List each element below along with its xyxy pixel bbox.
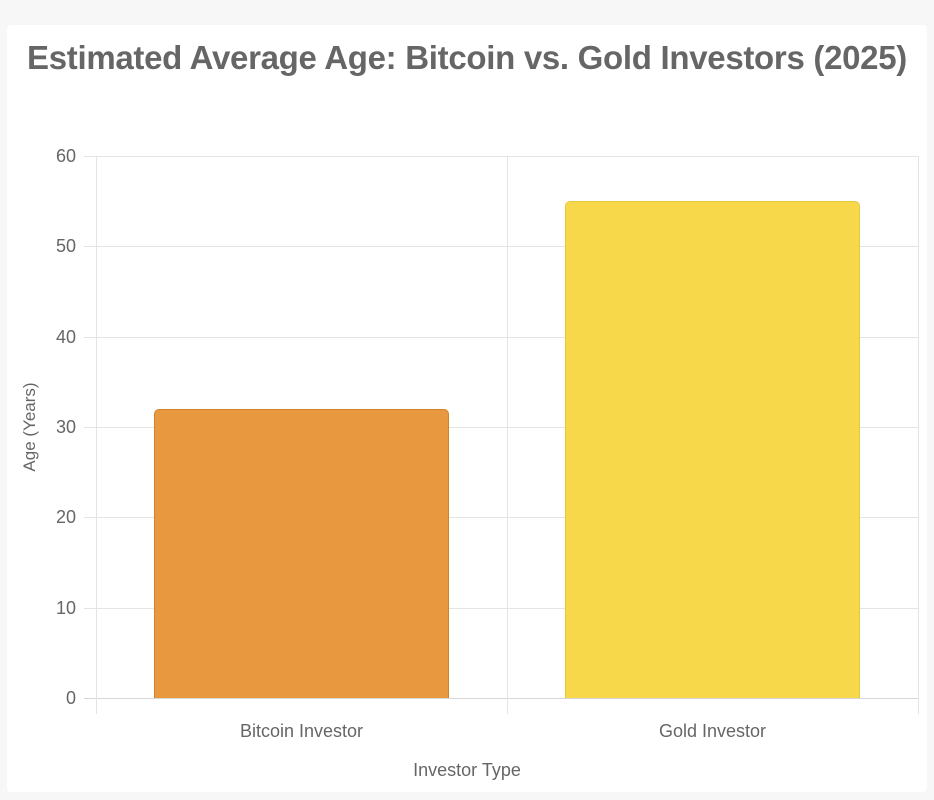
gridline: [84, 517, 918, 518]
gridline: [84, 427, 918, 428]
vertical-gridline: [507, 156, 508, 714]
y-tick-label: 0: [65, 688, 76, 708]
x-tick-label: Gold Investor: [658, 721, 767, 741]
chart-title: Estimated Average Age: Bitcoin vs. Gold …: [27, 39, 907, 76]
y-tick-label: 60: [55, 146, 76, 166]
bar-bitcoin-investor[interactable]: [153, 408, 450, 698]
gridline: [84, 156, 918, 157]
x-axis-label: Investor Type: [413, 760, 521, 780]
vertical-gridline: [918, 156, 919, 714]
y-tick-label: 20: [55, 507, 76, 527]
y-tick-label: 10: [55, 598, 76, 618]
y-tick-label: 40: [55, 327, 76, 347]
gridline: [84, 337, 918, 338]
gridline: [84, 246, 918, 247]
gridline: [84, 608, 918, 609]
bar-gold-investor[interactable]: [564, 201, 861, 698]
y-tick-label: 50: [55, 236, 76, 256]
y-axis-line: [96, 156, 97, 714]
y-tick-label: 30: [55, 417, 76, 437]
x-tick-label: Bitcoin Investor: [239, 721, 364, 741]
x-axis-line: [84, 698, 918, 699]
